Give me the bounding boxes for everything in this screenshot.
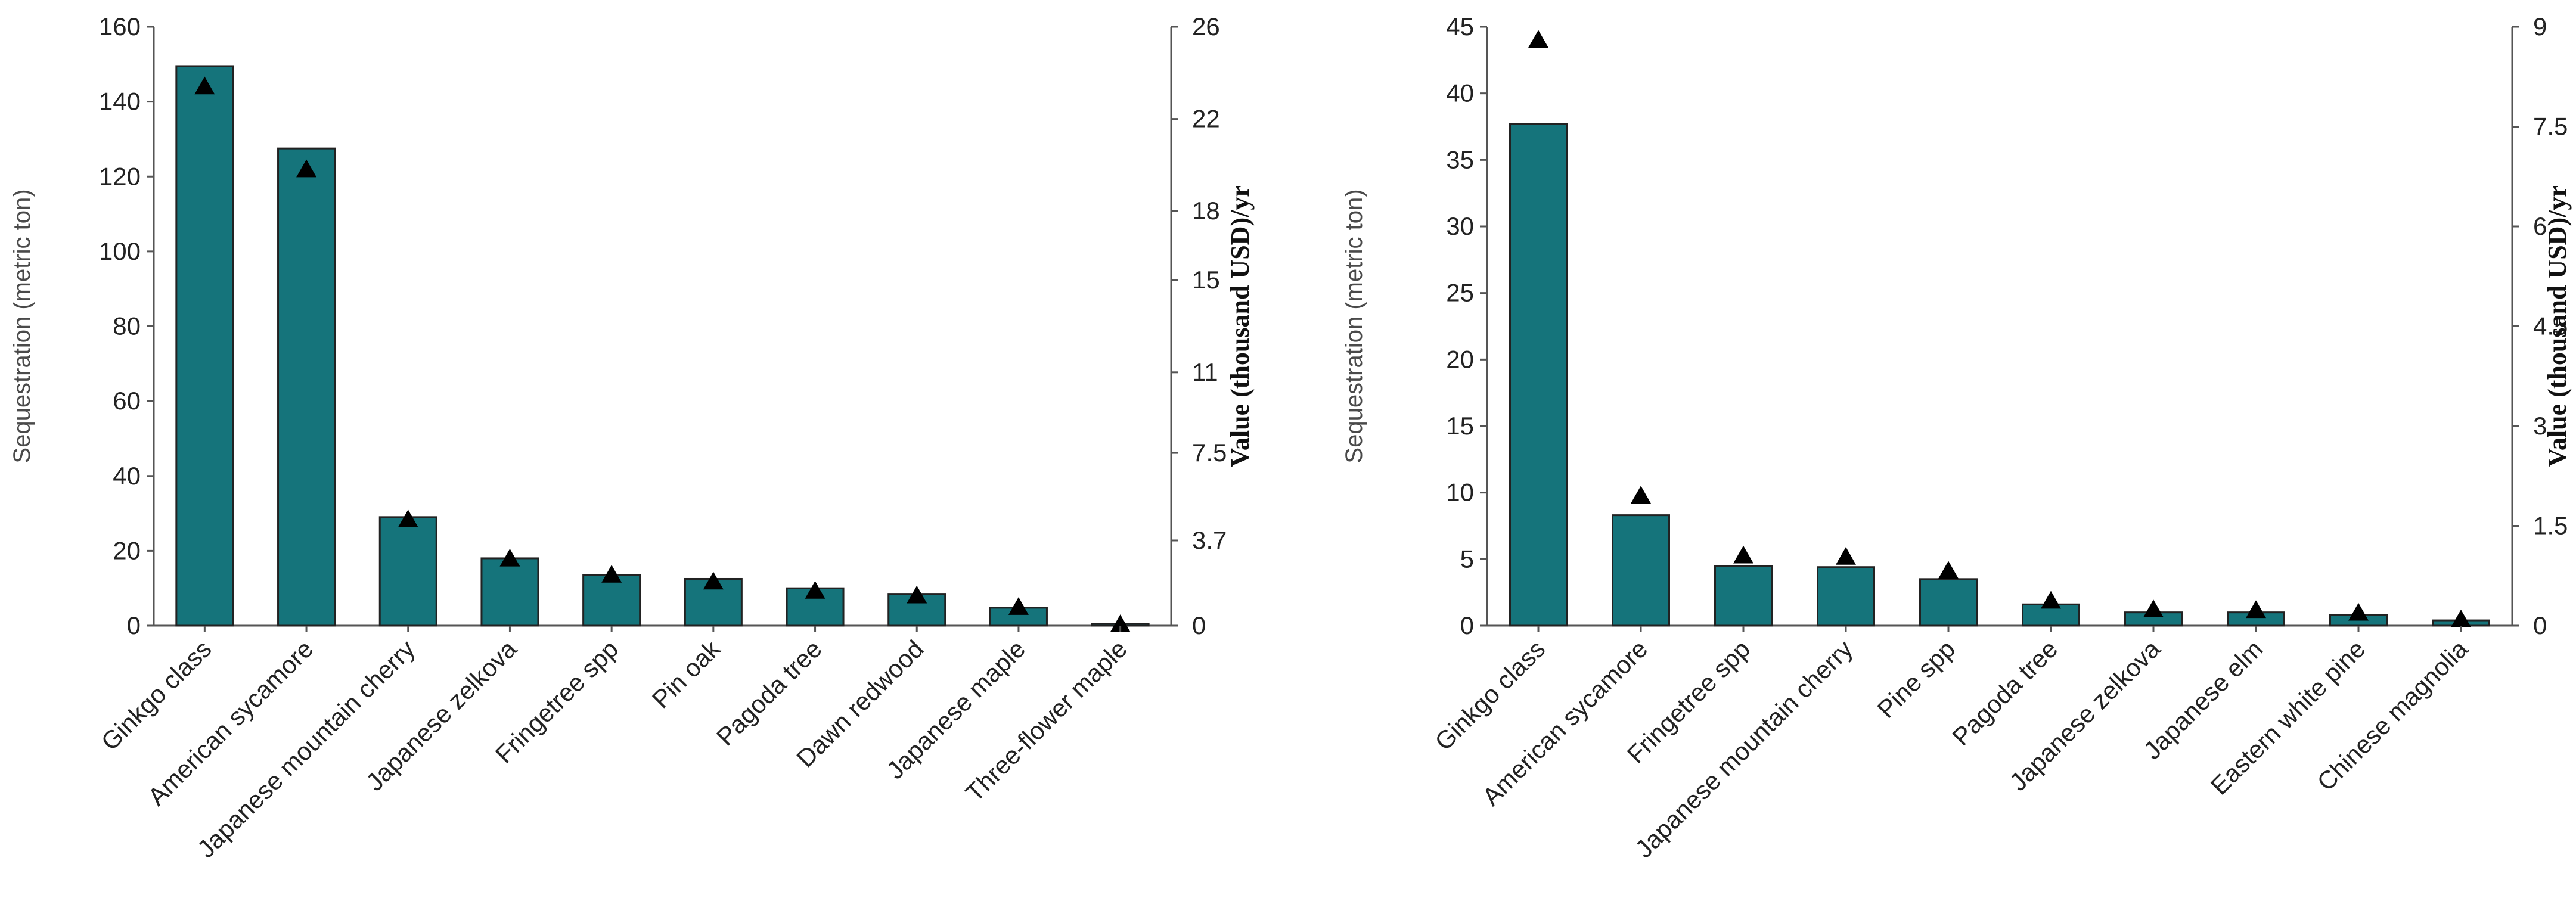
value-marker-5 (2041, 591, 2061, 609)
left-y-tick-label: 40 (113, 462, 141, 490)
x-category-label: Pin oak (647, 634, 726, 713)
left-y-tick-label: 20 (113, 536, 141, 564)
value-marker-2 (1733, 545, 1753, 564)
left-y-tick-label: 5 (1460, 545, 1474, 573)
value-marker-8 (2348, 602, 2369, 621)
left-chart: 0 20 40 60 80 100 120 140 160 0 3.7 7.5 11 15 18 22 26 Se… (9, 13, 1255, 863)
x-category-label: Japanese mountain cherry (192, 635, 420, 863)
left-y-tick-label: 160 (99, 13, 141, 41)
left-y-tick-label: 60 (113, 387, 141, 415)
left-y-tick-label: 120 (99, 162, 141, 190)
left-y-tick-label: 20 (1446, 345, 1474, 373)
bar-1 (1612, 514, 1670, 627)
right-y-tick-label: 7.5 (1192, 439, 1227, 467)
value-marker-1 (1631, 486, 1651, 504)
value-marker-5 (703, 571, 724, 590)
right-y-tick-label: 18 (1192, 197, 1220, 225)
left-y-tick-label: 30 (1446, 212, 1474, 240)
left-y-tick-label: 35 (1446, 145, 1474, 173)
left-y-tick-label: 40 (1446, 79, 1474, 107)
right-chart: 0 5 10 15 20 25 30 35 40 45 0 1.5 3 4.5 6 7.5 9 Sequestra… (1341, 13, 2572, 863)
right-y-tick-label: 3 (2533, 412, 2547, 440)
left-y-tick-label: 140 (99, 88, 141, 116)
right-y-tick-label: 3.7 (1192, 526, 1227, 554)
value-marker-1 (296, 159, 317, 178)
right-y-tick-label: 9 (2533, 13, 2547, 41)
value-marker-7 (907, 585, 927, 604)
left-y-tick-label: 25 (1446, 279, 1474, 307)
right-y-tick-label: 11 (1192, 358, 1218, 386)
x-category-label: American sycamore (142, 635, 319, 811)
right-y-tick-label: 1.5 (2533, 512, 2568, 540)
value-marker-0 (1528, 30, 1548, 48)
left-y-tick-label: 0 (1460, 611, 1474, 639)
left-y-axis-title: Sequestration (metric ton) (9, 189, 35, 463)
right-y-tick-label: 15 (1192, 266, 1220, 294)
right-y-tick-label: 0 (2533, 611, 2547, 639)
x-category-label: American sycamore (1477, 635, 1653, 811)
left-y-tick-label: 10 (1446, 478, 1474, 507)
value-marker-3 (499, 548, 520, 567)
bar-3 (1817, 566, 1875, 627)
left-y-tick-label: 0 (127, 611, 141, 639)
value-marker-4 (1938, 561, 1959, 579)
x-category-label: Pagoda tree (1947, 635, 2063, 751)
bar-4 (582, 574, 641, 627)
value-marker-0 (194, 76, 215, 95)
right-y-tick-label: 4.5 (2533, 312, 2568, 340)
value-marker-9 (1110, 614, 1131, 632)
left-y-tick-label: 80 (113, 312, 141, 340)
left-y-tick-label: 15 (1446, 412, 1474, 440)
value-marker-6 (805, 581, 825, 599)
right-y-tick-label: 26 (1192, 13, 1220, 41)
value-marker-4 (601, 564, 622, 583)
value-marker-8 (1008, 597, 1029, 615)
right-y-tick-label: 22 (1192, 105, 1220, 133)
bar-2 (378, 516, 437, 627)
right-y-tick-label: 7.5 (2533, 113, 2568, 141)
bar-0 (1509, 123, 1568, 627)
bar-4 (1919, 578, 1978, 627)
value-marker-7 (2246, 600, 2266, 619)
bar-3 (480, 557, 539, 627)
bar-0 (175, 65, 234, 627)
value-marker-6 (2143, 599, 2164, 617)
value-marker-2 (398, 509, 418, 527)
value-marker-9 (2451, 609, 2471, 627)
left-y-tick-label: 45 (1446, 13, 1474, 41)
bar-2 (1714, 565, 1773, 627)
right-y-tick-label: 0 (1192, 611, 1206, 639)
right-y-tick-label: 6 (2533, 212, 2547, 240)
x-category-label: Japanese mountain cherry (1630, 635, 1858, 863)
left-y-axis-title: Sequestration (metric ton) (1341, 189, 1367, 463)
x-category-label: Pine spp (1872, 635, 1961, 723)
right-y-axis-title: Value (thousand USD)/yr (1225, 185, 1255, 467)
left-y-tick-label: 100 (99, 237, 141, 265)
bar-1 (277, 147, 336, 627)
right-y-axis-title: Value (thousand USD)/yr (2543, 185, 2572, 467)
value-marker-3 (1836, 546, 1856, 565)
